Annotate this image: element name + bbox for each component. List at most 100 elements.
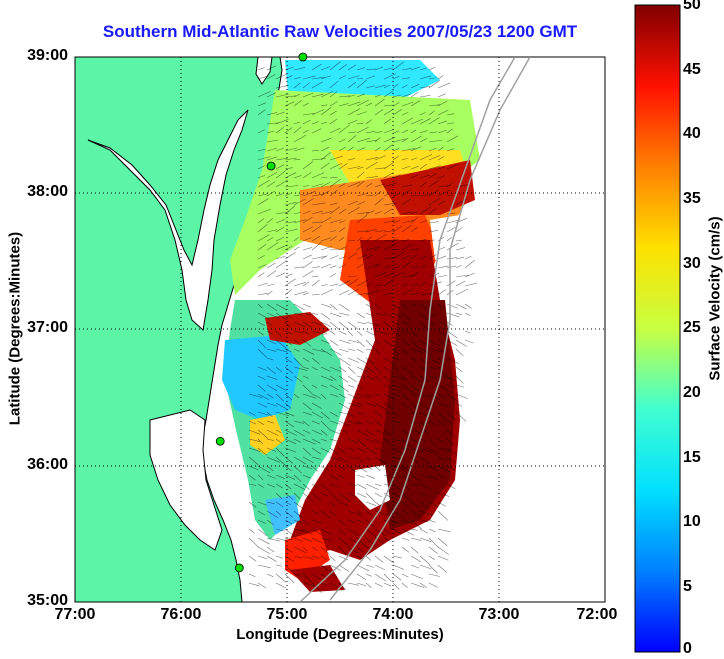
velocity-arrow — [320, 510, 331, 519]
velocity-arrow — [374, 233, 387, 242]
velocity-arrow — [347, 321, 359, 330]
velocity-arrow — [446, 128, 453, 134]
velocity-arrow — [392, 108, 403, 116]
velocity-arrow — [293, 93, 301, 98]
velocity-arrow — [428, 117, 440, 125]
velocity-arrow — [437, 510, 449, 521]
velocity-arrow — [302, 411, 312, 416]
velocity-arrow — [338, 582, 347, 590]
velocity-arrow — [374, 330, 389, 335]
velocity-arrow — [392, 155, 399, 161]
velocity-arrow — [446, 447, 458, 455]
velocity-arrow — [248, 501, 257, 508]
velocity-arrow — [392, 102, 400, 107]
velocity-arrow — [356, 546, 364, 553]
velocity-arrow — [293, 537, 304, 542]
velocity-arrow — [383, 144, 393, 152]
velocity-arrow — [347, 357, 359, 363]
velocity-arrow — [356, 483, 367, 490]
velocity-arrow — [302, 366, 309, 370]
velocity-arrow — [383, 384, 392, 388]
velocity-arrow — [320, 66, 331, 71]
velocity-arrow — [392, 148, 400, 152]
velocity-arrow — [365, 582, 372, 588]
y-tick-label: 35:00 — [27, 592, 68, 609]
velocity-arrow — [446, 182, 453, 188]
velocity-arrow — [356, 357, 368, 365]
velocity-arrow — [428, 77, 437, 80]
velocity-arrow — [428, 165, 441, 170]
velocity-arrow — [275, 127, 284, 134]
velocity-arrow — [338, 384, 349, 393]
velocity-arrow — [401, 402, 412, 410]
velocity-arrow — [257, 429, 268, 439]
velocity-arrow — [257, 208, 271, 215]
velocity-arrow — [401, 321, 410, 326]
velocity-arrow — [302, 292, 309, 296]
velocity-arrow — [248, 429, 261, 435]
colorbar-tick: 5 — [683, 578, 692, 595]
velocity-arrow — [302, 321, 312, 328]
velocity-arrow — [410, 429, 423, 434]
velocity-arrow — [446, 330, 458, 339]
velocity-arrow — [410, 253, 418, 260]
velocity-arrow — [428, 375, 439, 380]
velocity-arrow — [311, 63, 322, 71]
hf-radar-station — [266, 161, 276, 171]
velocity-arrow — [410, 537, 422, 541]
velocity-arrow — [293, 501, 305, 510]
velocity-arrow — [347, 402, 361, 407]
velocity-arrow — [383, 230, 396, 233]
velocity-arrow — [266, 537, 281, 542]
velocity-arrow — [428, 339, 442, 347]
velocity-arrow — [311, 483, 319, 488]
velocity-arrow — [410, 283, 419, 287]
velocity-arrow — [365, 330, 376, 336]
velocity-arrow — [428, 179, 439, 188]
velocity-arrow — [365, 157, 379, 161]
velocity-arrow — [338, 303, 350, 312]
velocity-arrow — [293, 312, 302, 315]
velocity-arrow — [293, 438, 302, 443]
velocity-arrow — [284, 402, 292, 409]
velocity-arrow — [329, 110, 337, 116]
velocity-arrow — [257, 510, 266, 516]
velocity-arrow — [356, 456, 364, 464]
velocity-arrow — [383, 357, 396, 366]
velocity-arrow — [284, 185, 299, 188]
velocity-arrow — [266, 384, 278, 392]
velocity-arrow — [437, 339, 447, 346]
velocity-arrow — [419, 492, 427, 496]
velocity-arrow — [392, 130, 400, 134]
velocity-arrow — [257, 193, 268, 197]
velocity-arrow — [275, 312, 288, 321]
velocity-arrow — [446, 122, 454, 125]
velocity-arrow — [329, 555, 336, 562]
velocity-arrow — [284, 510, 294, 518]
velocity-arrow — [257, 528, 268, 536]
velocity-arrow — [293, 357, 304, 368]
velocity-arrow — [284, 321, 291, 328]
velocity-arrow — [257, 179, 270, 188]
velocity-arrow — [383, 172, 394, 179]
velocity-arrow — [329, 366, 342, 373]
velocity-arrow — [311, 76, 325, 80]
velocity-arrow — [455, 411, 467, 422]
velocity-arrow — [410, 546, 419, 554]
velocity-arrow — [419, 438, 428, 442]
velocity-arrow — [437, 321, 448, 326]
velocity-arrow — [455, 303, 467, 310]
velocity-arrow — [392, 420, 400, 423]
velocity-arrow — [437, 330, 445, 336]
velocity-arrow — [284, 201, 297, 206]
velocity-arrow — [257, 537, 270, 545]
velocity-arrow — [401, 289, 413, 296]
velocity-arrow — [284, 95, 297, 98]
x-tick-label: 76:00 — [160, 606, 202, 623]
velocity-arrow — [266, 411, 273, 418]
velocity-arrow — [320, 330, 327, 334]
velocity-arrow — [329, 248, 339, 251]
velocity-arrow — [275, 510, 282, 516]
velocity-arrow — [410, 271, 419, 278]
velocity-arrow — [338, 411, 349, 415]
